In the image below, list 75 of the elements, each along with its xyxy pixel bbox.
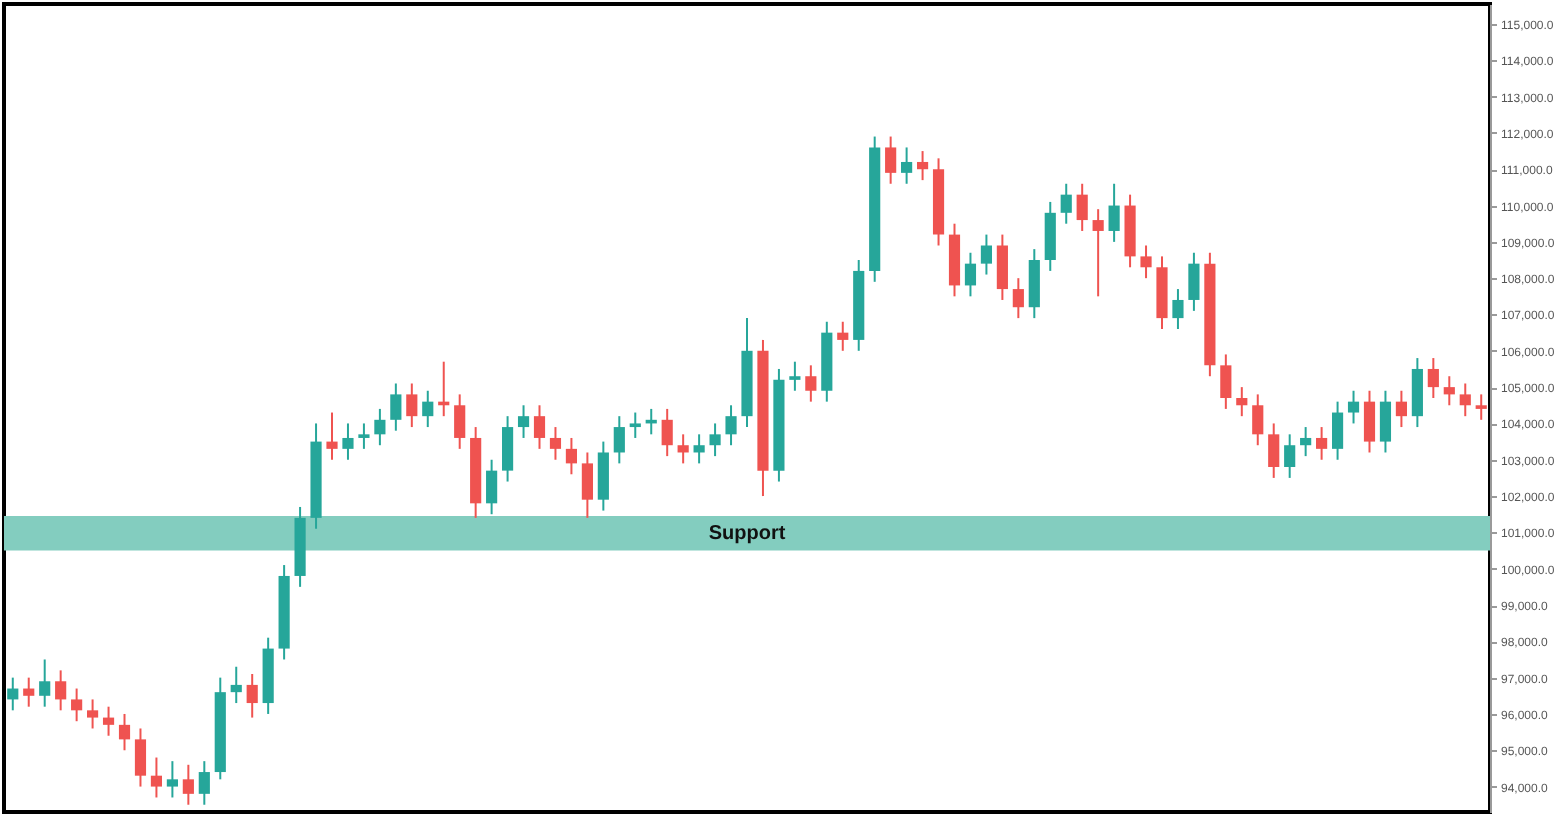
candlestick: [71, 687, 83, 723]
candlestick: [134, 727, 147, 788]
candlestick: [1395, 389, 1407, 429]
candlestick: [454, 393, 466, 450]
candlestick: [996, 233, 1008, 301]
candlestick: [789, 360, 801, 392]
candlestick: [1411, 357, 1423, 429]
candlestick: [1220, 353, 1232, 410]
candlestick: [581, 451, 593, 519]
candlestick: [709, 422, 721, 458]
candlestick: [87, 698, 99, 730]
candlestick: [1236, 386, 1248, 418]
candlestick: [342, 422, 354, 461]
candlestick: [1363, 389, 1376, 454]
candlestick: [1347, 389, 1360, 425]
candlestick: [661, 407, 673, 458]
candlestick: [1028, 248, 1040, 320]
candlestick: [980, 233, 993, 276]
candlestick: [565, 436, 578, 476]
candlestick: [230, 665, 242, 705]
candlestick: [1427, 357, 1439, 400]
candlestick: [1188, 251, 1200, 312]
candlestick: [549, 426, 562, 461]
candlestick: [1268, 422, 1280, 479]
candlestick: [1300, 426, 1312, 458]
candlestick: [102, 705, 115, 737]
candlestick: [1140, 244, 1152, 280]
candlestick: [1284, 433, 1296, 479]
candlestick: [1060, 182, 1072, 225]
candlestick: [964, 251, 977, 298]
candlestick: [1459, 382, 1471, 418]
candlestick: [613, 415, 625, 465]
candlestick: [533, 404, 546, 450]
candlestick: [1012, 277, 1024, 320]
candlestick: [182, 763, 194, 806]
candlestick: [198, 760, 210, 806]
candlestick: [677, 433, 689, 465]
candlestick: [916, 150, 929, 182]
candlestick: [517, 404, 530, 439]
candlestick: [374, 407, 386, 447]
candlestick: [246, 673, 258, 719]
candlestick: [837, 320, 849, 352]
candlestick: [1044, 200, 1056, 272]
candlestick: [150, 756, 163, 799]
candlestick: [390, 382, 402, 432]
candlestick: [1108, 182, 1120, 243]
candlestick: [7, 676, 19, 712]
candlestick: [23, 676, 35, 708]
candlestick: [55, 669, 67, 712]
candlestick: [1379, 389, 1392, 454]
candlestick: [1443, 375, 1455, 407]
candlestick: [597, 440, 609, 512]
candlestick: [39, 658, 51, 708]
candlestick: [725, 404, 737, 447]
candlestick: [166, 760, 178, 799]
candlestick: [1092, 208, 1104, 298]
candlestick: [1252, 393, 1264, 447]
candlestick: [358, 422, 370, 450]
candlestick: [1475, 393, 1487, 421]
candlestick: [406, 382, 418, 429]
candlestick: [118, 712, 131, 752]
band-label: Support: [708, 523, 787, 546]
candlestick: [1316, 426, 1328, 461]
candlestick: [629, 411, 641, 439]
candlestick: [326, 411, 338, 461]
candlestick: [693, 433, 705, 465]
candlestick: [1172, 288, 1184, 331]
candlestick: [805, 364, 817, 403]
candlestick: [501, 415, 514, 483]
candlestick: [486, 458, 498, 516]
candlestick: [901, 146, 913, 185]
candlestick: [885, 135, 897, 185]
candlestick: [1076, 182, 1088, 232]
candlestick: [422, 389, 434, 429]
candlestick: [1331, 400, 1344, 461]
